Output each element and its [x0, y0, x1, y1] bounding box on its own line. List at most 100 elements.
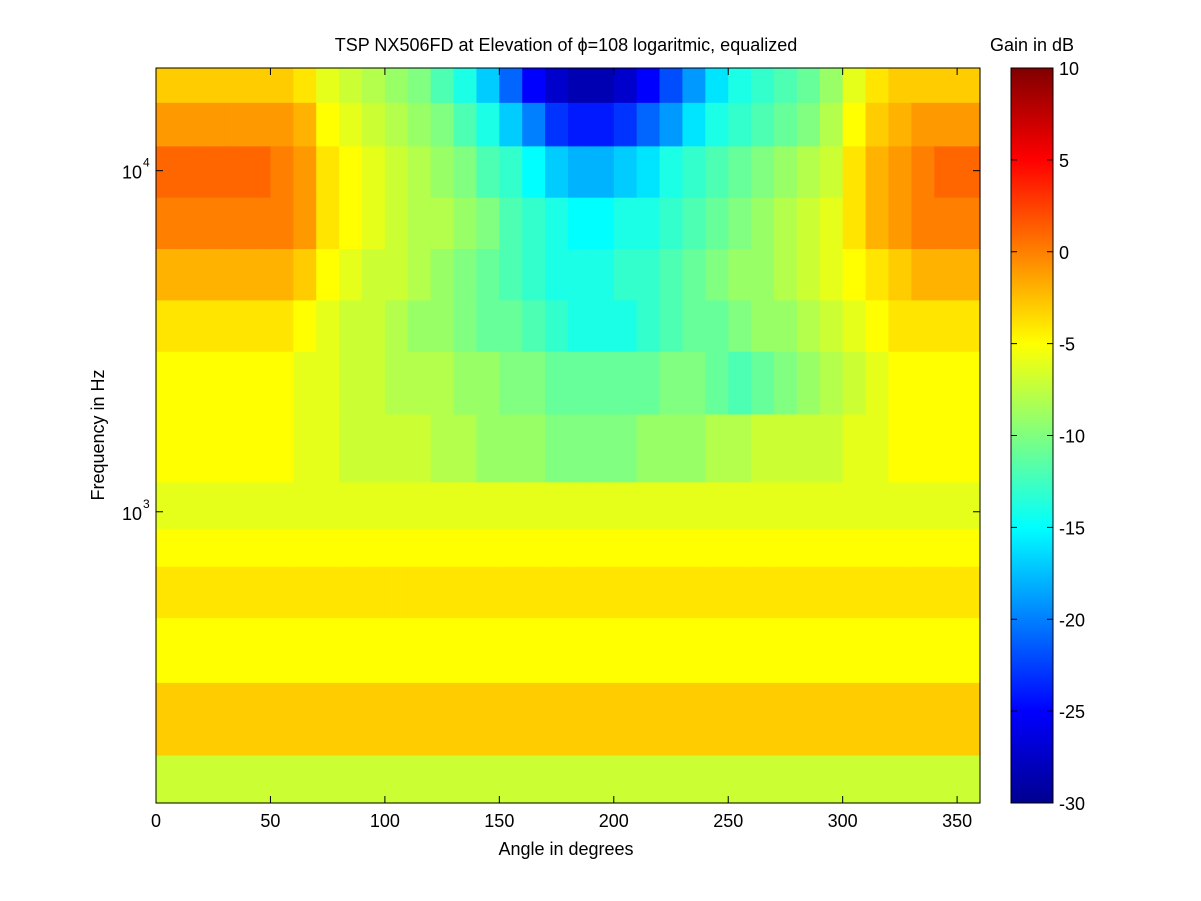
heatmap-cell — [842, 248, 867, 301]
heatmap-cell — [911, 528, 935, 567]
heatmap-cell — [796, 248, 821, 301]
heatmap-cell — [476, 145, 500, 198]
heatmap-cell — [522, 481, 546, 529]
heatmap-cell — [659, 617, 684, 683]
heatmap-cell — [545, 682, 569, 756]
heatmap-cell — [476, 197, 500, 250]
heatmap-cell — [293, 617, 317, 683]
heatmap-cell — [751, 754, 775, 804]
heatmap-cell — [407, 197, 432, 250]
heatmap-cell — [384, 197, 409, 250]
heatmap-cell — [201, 566, 226, 619]
heatmap-cell — [682, 145, 706, 198]
heatmap-cell — [201, 299, 226, 352]
heatmap-cell — [636, 754, 661, 804]
heatmap-cell — [453, 682, 478, 756]
x-tick-label: 50 — [260, 811, 280, 831]
heatmap-cell — [751, 299, 775, 352]
heatmap-cell — [430, 145, 455, 198]
heatmap-cell — [590, 68, 615, 103]
heatmap-cell — [270, 617, 294, 683]
heatmap-cell — [407, 299, 432, 352]
heatmap-cell — [178, 145, 203, 198]
heatmap-cell — [682, 754, 706, 804]
chart-title: TSP NX506FD at Elevation of ϕ=108 logari… — [335, 35, 798, 55]
heatmap-cell — [590, 299, 615, 352]
heatmap-cell — [819, 413, 844, 483]
heatmap-cell — [842, 102, 867, 147]
heatmap-cell — [819, 481, 844, 529]
heatmap-cell — [957, 617, 981, 683]
heatmap-cell — [682, 481, 706, 529]
heatmap-cell — [842, 566, 867, 619]
heatmap-cell — [339, 102, 363, 147]
heatmap-cell — [865, 102, 890, 147]
heatmap-cell — [545, 481, 569, 529]
heatmap-cell — [430, 68, 455, 103]
heatmap-cell — [590, 248, 615, 301]
heatmap-cell — [636, 528, 661, 567]
heatmap-cell — [522, 754, 546, 804]
heatmap-cell — [682, 682, 706, 756]
heatmap-cell — [865, 754, 890, 804]
heatmap-cell — [270, 197, 294, 250]
heatmap-cell — [407, 528, 432, 567]
heatmap-cell — [842, 145, 867, 198]
heatmap-cell — [819, 566, 844, 619]
heatmap-cell — [568, 248, 592, 301]
heatmap-cell — [590, 754, 615, 804]
heatmap-cell — [957, 197, 981, 250]
heatmap-cell — [659, 528, 684, 567]
heatmap-cell — [751, 682, 775, 756]
heatmap-cell — [339, 145, 363, 198]
heatmap-cell — [888, 102, 912, 147]
heatmap-cell — [728, 682, 752, 756]
heatmap-cell — [819, 682, 844, 756]
heatmap-cell — [888, 617, 912, 683]
heatmap-cell — [270, 413, 294, 483]
heatmap-cell — [545, 754, 569, 804]
heatmap-cell — [178, 682, 203, 756]
heatmap-cell — [362, 197, 386, 250]
heatmap-cell — [270, 248, 294, 301]
heatmap-cell — [384, 754, 409, 804]
heatmap-cell — [842, 351, 867, 415]
heatmap-cell — [796, 528, 821, 567]
heatmap-cell — [636, 197, 661, 250]
heatmap-cell — [293, 102, 317, 147]
heatmap-cell — [888, 351, 912, 415]
heatmap-cell — [613, 528, 638, 567]
heatmap-cell — [751, 68, 775, 103]
heatmap-cell — [522, 145, 546, 198]
heatmap-cell — [865, 68, 890, 103]
heatmap-cell — [453, 351, 478, 415]
heatmap-cell — [476, 102, 500, 147]
heatmap-cell — [659, 351, 684, 415]
heatmap-cell — [293, 299, 317, 352]
heatmap-cell — [568, 566, 592, 619]
heatmap-cell — [293, 145, 317, 198]
heatmap-cell — [270, 68, 294, 103]
heatmap-cell — [499, 617, 523, 683]
x-tick-label: 100 — [370, 811, 400, 831]
heatmap-cell — [613, 68, 638, 103]
heatmap-cell — [682, 68, 706, 103]
heatmap-cell — [156, 248, 180, 301]
heatmap-cell — [224, 754, 249, 804]
heatmap-cell — [499, 528, 523, 567]
heatmap-cell — [774, 481, 798, 529]
heatmap-cell — [728, 248, 752, 301]
heatmap-cell — [705, 481, 729, 529]
heatmap-cell — [316, 682, 340, 756]
heatmap-cell — [178, 528, 203, 567]
heatmap-cell — [247, 145, 272, 198]
heatmap-cell — [407, 682, 432, 756]
heatmap-cell — [362, 413, 386, 483]
heatmap-cell — [728, 197, 752, 250]
heatmap-cell — [316, 197, 340, 250]
heatmap-cell — [934, 248, 958, 301]
heatmap-cell — [659, 197, 684, 250]
heatmap-cell — [430, 413, 455, 483]
heatmap-cell — [934, 299, 958, 352]
